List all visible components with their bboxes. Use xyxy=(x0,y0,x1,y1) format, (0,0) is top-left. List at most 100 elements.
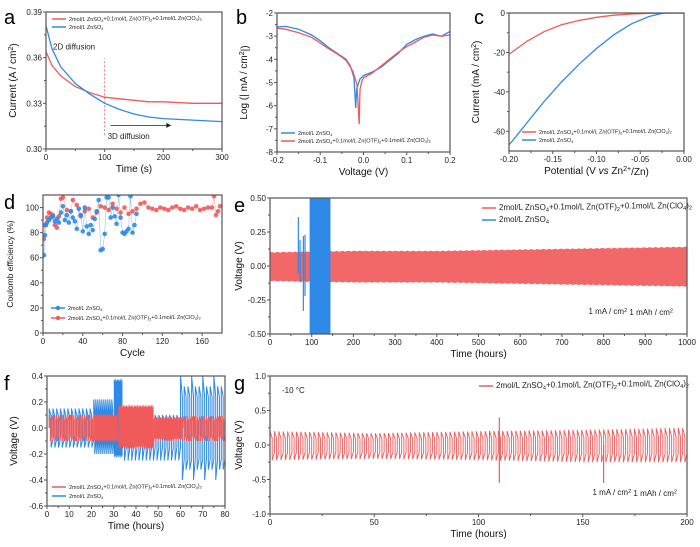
x-axis-label-c: Potential (V vs Zn2+/Zn) xyxy=(544,166,649,178)
y-tick-label-e: 0.50 xyxy=(250,194,266,203)
y-tick-label-c: 0 xyxy=(501,9,506,18)
x-tick-label-e: 500 xyxy=(472,338,486,347)
data-point-znso4 xyxy=(60,203,66,209)
data-point-znso4 xyxy=(62,217,68,223)
data-point-mixed xyxy=(114,206,119,212)
data-point-znso4 xyxy=(130,230,135,235)
legend-item-e: 2mol/L ZnSO4 xyxy=(482,215,549,226)
data-point-mixed xyxy=(158,205,163,210)
data-point-znso4 xyxy=(126,226,131,232)
plot-area-f xyxy=(48,376,225,481)
data-point-mixed xyxy=(215,209,221,214)
y-tick-label-a: 0.30 xyxy=(26,145,42,154)
data-point-mixed xyxy=(154,207,159,213)
data-point-mixed xyxy=(82,209,88,214)
data-point-mixed xyxy=(122,205,127,210)
series-line-mixed xyxy=(46,51,222,104)
legend-label: 2mol/L ZnSO4 xyxy=(499,215,549,226)
legend-label: 2mol/L ZnSO4+0.1mol/L Zn(OTF)2+0.1mol/L … xyxy=(499,201,692,214)
y-tick-label-g: 1.0 xyxy=(255,372,267,381)
data-point-mixed xyxy=(60,195,66,200)
x-axis-label-g: Time (hours) xyxy=(450,529,506,540)
plot-area-e xyxy=(270,198,687,334)
data-point-znso4 xyxy=(96,197,101,203)
plot-frame-d xyxy=(42,194,223,334)
y-tick-label-c: -20 xyxy=(493,48,505,57)
panel-letter-a: a xyxy=(4,7,16,29)
y-tick-label-c: -40 xyxy=(493,88,505,97)
y-axis-label-g: Voltage (V) xyxy=(234,420,245,469)
data-point-znso4 xyxy=(100,246,105,252)
data-point-mixed xyxy=(197,207,203,213)
data-point-mixed xyxy=(213,212,219,218)
data-point-znso4 xyxy=(66,220,72,225)
x-tick-label-c: -0.05 xyxy=(631,155,650,164)
legend-label: 2mol/L ZnSO4+0.1mol/L Zn(OTF)2+0.1mol/L … xyxy=(69,484,202,492)
x-tick-label-a: 100 xyxy=(98,153,112,162)
data-point-mixed xyxy=(173,203,179,209)
series-line-mixed xyxy=(277,27,450,125)
y-tick-label-d: 100 xyxy=(26,204,40,213)
y-tick-label-b: -3 xyxy=(266,32,274,41)
y-tick-label-f: -0.4 xyxy=(29,476,43,485)
series-segment-mixed xyxy=(93,413,119,443)
data-point-znso4 xyxy=(102,231,107,237)
y-tick-label-f: 0.0 xyxy=(32,424,44,433)
data-point-mixed xyxy=(126,211,131,217)
legend-label: 2mol/L ZnSO4+0.1mol/L Zn(OTF)2+0.1mol/L … xyxy=(539,129,672,137)
data-point-mixed xyxy=(54,225,60,230)
data-point-znso4 xyxy=(80,229,86,234)
legend-item-f: 2mol/L ZnSO4 xyxy=(52,494,104,500)
panel-letter-g: g xyxy=(234,373,245,395)
plot-area-a xyxy=(46,25,222,136)
temperature-annotation: -10 °C xyxy=(282,386,305,395)
x-tick-label-a: 200 xyxy=(157,153,171,162)
legend-label: 2mol/L ZnSO4+0.1mol/L Zn(OTF)2+0.1mol/L … xyxy=(496,379,689,392)
y-tick-label-g: 0.0 xyxy=(255,441,267,450)
data-point-mixed xyxy=(142,200,147,205)
y-tick-label-b: -8 xyxy=(266,148,274,157)
plot-area-b xyxy=(277,25,450,125)
y-axis-label-a: Current (A / cm2) xyxy=(8,43,20,118)
x-tick-label-c: 0.00 xyxy=(676,155,692,164)
x-tick-label-e: 100 xyxy=(305,338,319,347)
plot-area-g xyxy=(270,417,687,483)
data-point-mixed xyxy=(146,205,151,210)
data-point-mixed xyxy=(201,206,207,212)
series-line-znso4 xyxy=(277,25,450,109)
data-point-znso4 xyxy=(82,205,88,210)
series-line-znso4 xyxy=(509,13,684,146)
data-point-znso4 xyxy=(74,226,80,232)
x-tick-label-e: 800 xyxy=(597,338,611,347)
x-axis-label-d: Cycle xyxy=(120,348,145,359)
x-tick-label-f: 20 xyxy=(87,510,96,519)
arrow-head-icon xyxy=(166,122,172,128)
panel-d: 2mol/L ZnSO4 2mol/L ZnSO4+0.1mol/L Zn(OTF… xyxy=(4,192,223,359)
data-point-znso4 xyxy=(92,216,98,222)
legend-item-a: 2mol/L ZnSO4 xyxy=(52,25,104,31)
x-tick-label-d: 0 xyxy=(41,337,46,346)
data-point-mixed xyxy=(74,202,80,208)
data-point-znso4 xyxy=(90,227,96,233)
data-point-znso4 xyxy=(76,206,82,212)
x-tick-label-d: 80 xyxy=(118,337,127,346)
condition-annotation: 1 mA / cm2 1 mAh / cm2 xyxy=(589,307,674,317)
panel-a: 2D diffusion 3D diffusion 2mol/L ZnSO4+0.1… xyxy=(4,7,229,175)
x-tick-label-f: 40 xyxy=(132,510,141,519)
x-tick-label-f: 30 xyxy=(109,510,118,519)
x-tick-label-f: 60 xyxy=(176,510,185,519)
y-tick-label-d: 40 xyxy=(30,279,39,288)
data-point-znso4 xyxy=(86,231,92,237)
data-point-znso4 xyxy=(88,222,94,228)
legend-item-b: 2mol/L ZnSO4+0.1mol/L Zn(OTF)2+0.1mol/L … xyxy=(281,138,431,145)
x-tick-label-c: -0.10 xyxy=(587,155,606,164)
series-band-mixed xyxy=(270,246,687,287)
x-tick-label-g: 0 xyxy=(268,518,273,527)
y-tick-label-e: -0.50 xyxy=(248,330,267,339)
y-axis-label-b: Log (| mA / cm2|) xyxy=(239,45,251,119)
data-point-mixed xyxy=(189,206,195,212)
data-point-znso4 xyxy=(64,212,70,218)
x-tick-label-g: 100 xyxy=(472,518,486,527)
